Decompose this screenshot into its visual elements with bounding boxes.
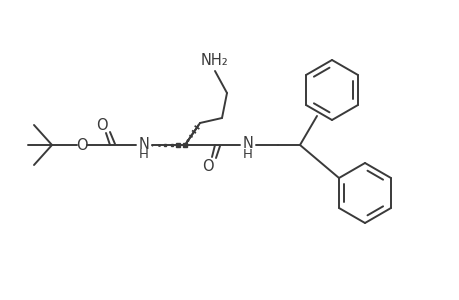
Text: H: H (139, 148, 149, 160)
Text: N: N (242, 136, 253, 151)
Text: O: O (76, 137, 88, 152)
Text: O: O (202, 158, 213, 173)
Text: NH₂: NH₂ (201, 52, 229, 68)
Text: N: N (138, 136, 149, 152)
Text: H: H (242, 148, 252, 160)
Text: O: O (96, 118, 107, 133)
